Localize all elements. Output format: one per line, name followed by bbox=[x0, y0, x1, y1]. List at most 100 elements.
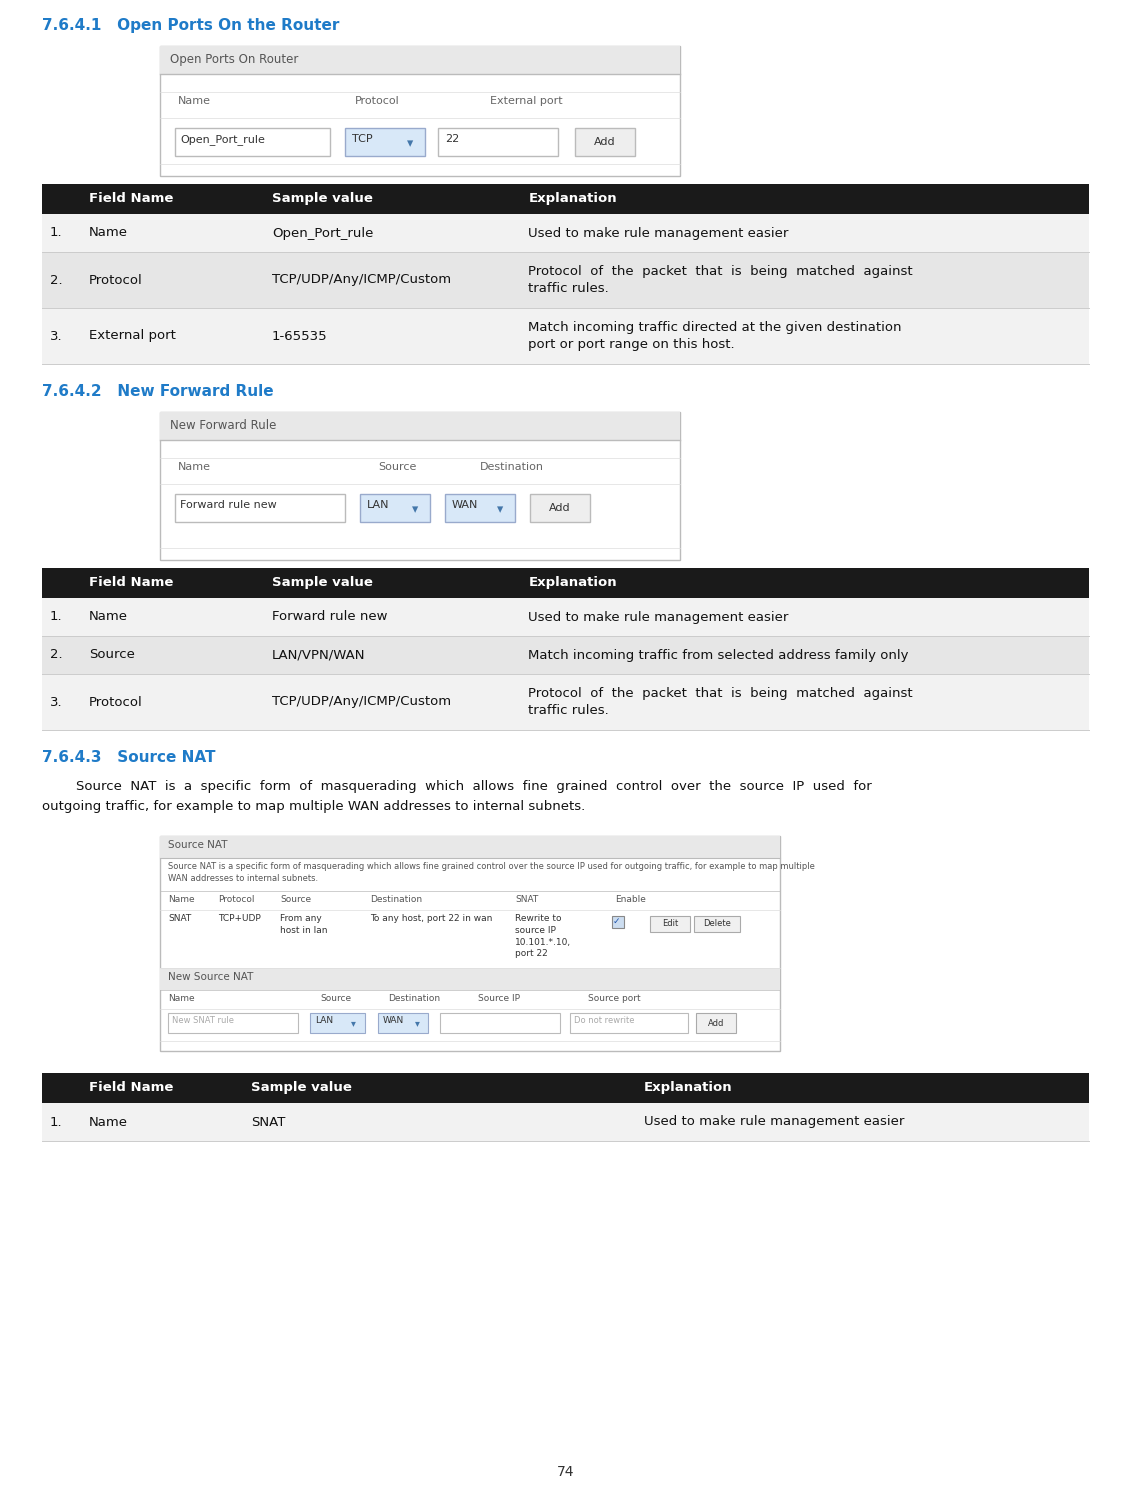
Text: Source port: Source port bbox=[588, 995, 640, 1004]
Text: SNAT: SNAT bbox=[169, 915, 191, 922]
Text: Source NAT is a specific form of masquerading which allows fine grained control : Source NAT is a specific form of masquer… bbox=[169, 862, 814, 883]
Bar bbox=[345, 128, 425, 157]
Text: Protocol  of  the  packet  that  is  being  matched  against
traffic rules.: Protocol of the packet that is being mat… bbox=[528, 265, 913, 295]
Bar bbox=[378, 1013, 428, 1032]
Bar bbox=[696, 1013, 736, 1032]
Text: ▾: ▾ bbox=[407, 137, 413, 151]
Text: LAN: LAN bbox=[316, 1016, 334, 1025]
Text: Enable: Enable bbox=[615, 895, 646, 904]
Text: Name: Name bbox=[169, 895, 195, 904]
Text: Match incoming traffic from selected address family only: Match incoming traffic from selected add… bbox=[528, 648, 909, 662]
Bar bbox=[530, 494, 590, 521]
Text: Rewrite to
source IP
10.101.*.10,
port 22: Rewrite to source IP 10.101.*.10, port 2… bbox=[515, 915, 571, 958]
Text: LAN: LAN bbox=[366, 500, 389, 509]
Bar bbox=[42, 674, 1089, 729]
Text: ▾: ▾ bbox=[497, 503, 503, 515]
Text: ▾: ▾ bbox=[415, 1019, 420, 1028]
Text: Source IP: Source IP bbox=[478, 995, 520, 1004]
Text: Explanation: Explanation bbox=[644, 1081, 732, 1094]
Text: Add: Add bbox=[594, 137, 615, 148]
Text: 3.: 3. bbox=[50, 330, 62, 342]
Text: Sample value: Sample value bbox=[271, 191, 373, 205]
Text: Add: Add bbox=[550, 503, 571, 512]
Text: 1.: 1. bbox=[50, 1115, 62, 1129]
Text: Do not rewrite: Do not rewrite bbox=[575, 1016, 634, 1025]
Bar bbox=[360, 494, 430, 521]
Bar bbox=[440, 1013, 560, 1032]
Bar bbox=[42, 252, 1089, 307]
Text: WAN: WAN bbox=[383, 1016, 404, 1025]
Bar bbox=[159, 967, 780, 990]
Bar bbox=[159, 411, 680, 440]
Text: TCP/UDP/Any/ICMP/Custom: TCP/UDP/Any/ICMP/Custom bbox=[271, 273, 451, 286]
Text: 1.: 1. bbox=[50, 610, 62, 624]
Text: 1-65535: 1-65535 bbox=[271, 330, 328, 342]
Text: 22: 22 bbox=[444, 134, 459, 145]
Bar bbox=[159, 836, 780, 1050]
Text: Name: Name bbox=[88, 226, 128, 240]
Text: ✓: ✓ bbox=[613, 916, 621, 925]
Text: To any host, port 22 in wan: To any host, port 22 in wan bbox=[370, 915, 492, 922]
Text: External port: External port bbox=[490, 96, 562, 105]
Text: 2.: 2. bbox=[50, 273, 62, 286]
Text: Name: Name bbox=[178, 463, 211, 472]
Text: ▾: ▾ bbox=[412, 503, 418, 515]
Text: New Forward Rule: New Forward Rule bbox=[170, 419, 276, 433]
Text: Protocol: Protocol bbox=[88, 273, 143, 286]
Text: outgoing traffic, for example to map multiple WAN addresses to internal subnets.: outgoing traffic, for example to map mul… bbox=[42, 800, 585, 812]
Text: Destination: Destination bbox=[388, 995, 440, 1004]
Text: Open_Port_rule: Open_Port_rule bbox=[271, 226, 373, 240]
Text: Used to make rule management easier: Used to make rule management easier bbox=[644, 1115, 904, 1129]
Text: Field Name: Field Name bbox=[88, 1081, 173, 1094]
Text: Open Ports On Router: Open Ports On Router bbox=[170, 53, 299, 66]
Bar bbox=[650, 916, 690, 931]
Bar bbox=[42, 1073, 1089, 1103]
Text: Forward rule new: Forward rule new bbox=[271, 610, 388, 624]
Text: 7.6.4.3   Source NAT: 7.6.4.3 Source NAT bbox=[42, 750, 216, 766]
Text: Protocol: Protocol bbox=[218, 895, 254, 904]
Bar bbox=[42, 184, 1089, 214]
Text: Edit: Edit bbox=[662, 919, 679, 928]
Bar bbox=[575, 128, 634, 157]
Text: Source: Source bbox=[320, 995, 351, 1004]
Text: Protocol: Protocol bbox=[355, 96, 399, 105]
Bar bbox=[159, 47, 680, 176]
Text: Source: Source bbox=[88, 648, 135, 662]
Text: Name: Name bbox=[178, 96, 211, 105]
Text: ▾: ▾ bbox=[351, 1019, 356, 1028]
Text: 7.6.4.2   New Forward Rule: 7.6.4.2 New Forward Rule bbox=[42, 384, 274, 399]
Text: 2.: 2. bbox=[50, 648, 62, 662]
Text: Field Name: Field Name bbox=[88, 191, 173, 205]
Text: Name: Name bbox=[169, 995, 195, 1004]
Text: Name: Name bbox=[88, 1115, 128, 1129]
Text: Protocol: Protocol bbox=[88, 696, 143, 708]
Bar bbox=[694, 916, 740, 931]
Bar bbox=[42, 307, 1089, 365]
Text: From any
host in lan: From any host in lan bbox=[280, 915, 328, 934]
Text: 7.6.4.1   Open Ports On the Router: 7.6.4.1 Open Ports On the Router bbox=[42, 18, 339, 33]
Bar bbox=[169, 1013, 297, 1032]
Text: Destination: Destination bbox=[480, 463, 544, 472]
Text: 74: 74 bbox=[556, 1465, 575, 1478]
Text: Field Name: Field Name bbox=[88, 576, 173, 589]
Text: Source: Source bbox=[378, 463, 416, 472]
Text: TCP/UDP/Any/ICMP/Custom: TCP/UDP/Any/ICMP/Custom bbox=[271, 696, 451, 708]
Text: Used to make rule management easier: Used to make rule management easier bbox=[528, 226, 788, 240]
Bar bbox=[175, 128, 330, 157]
Bar bbox=[444, 494, 515, 521]
Text: New SNAT rule: New SNAT rule bbox=[172, 1016, 234, 1025]
Bar bbox=[175, 494, 345, 521]
Text: Sample value: Sample value bbox=[251, 1081, 352, 1094]
Bar bbox=[159, 836, 780, 857]
Text: Used to make rule management easier: Used to make rule management easier bbox=[528, 610, 788, 624]
Text: Open_Port_rule: Open_Port_rule bbox=[180, 134, 265, 145]
Text: Explanation: Explanation bbox=[528, 191, 618, 205]
Text: 1.: 1. bbox=[50, 226, 62, 240]
Bar bbox=[438, 128, 558, 157]
Bar bbox=[570, 1013, 688, 1032]
Bar bbox=[42, 1103, 1089, 1141]
Bar bbox=[42, 636, 1089, 674]
Text: SNAT: SNAT bbox=[251, 1115, 285, 1129]
Text: Delete: Delete bbox=[703, 919, 731, 928]
Bar bbox=[159, 411, 680, 561]
